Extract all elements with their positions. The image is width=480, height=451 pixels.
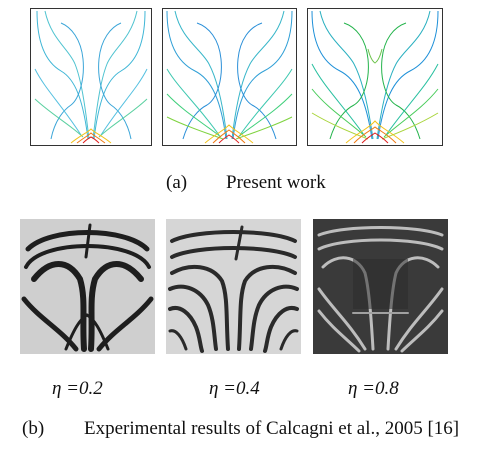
caption-b-text: Experimental results of Calcagni et al.,… (84, 418, 460, 439)
eta-label-1: η =0.2 (52, 378, 103, 399)
simulation-panel-eta-0.8 (307, 8, 443, 146)
caption-a-text: Present work (226, 172, 326, 193)
experimental-panel-eta-0.2 (20, 219, 155, 354)
experimental-panel-eta-0.4 (166, 219, 301, 354)
eta-label-2: η =0.4 (209, 378, 260, 399)
simulation-panel-eta-0.4 (162, 8, 297, 146)
experimental-panel-eta-0.8 (313, 219, 448, 354)
caption-b-label: (b) (22, 418, 45, 439)
eta-label-3: η =0.8 (348, 378, 399, 399)
simulation-panel-eta-0.2 (30, 8, 152, 146)
caption-a-label: (a) (166, 172, 188, 193)
